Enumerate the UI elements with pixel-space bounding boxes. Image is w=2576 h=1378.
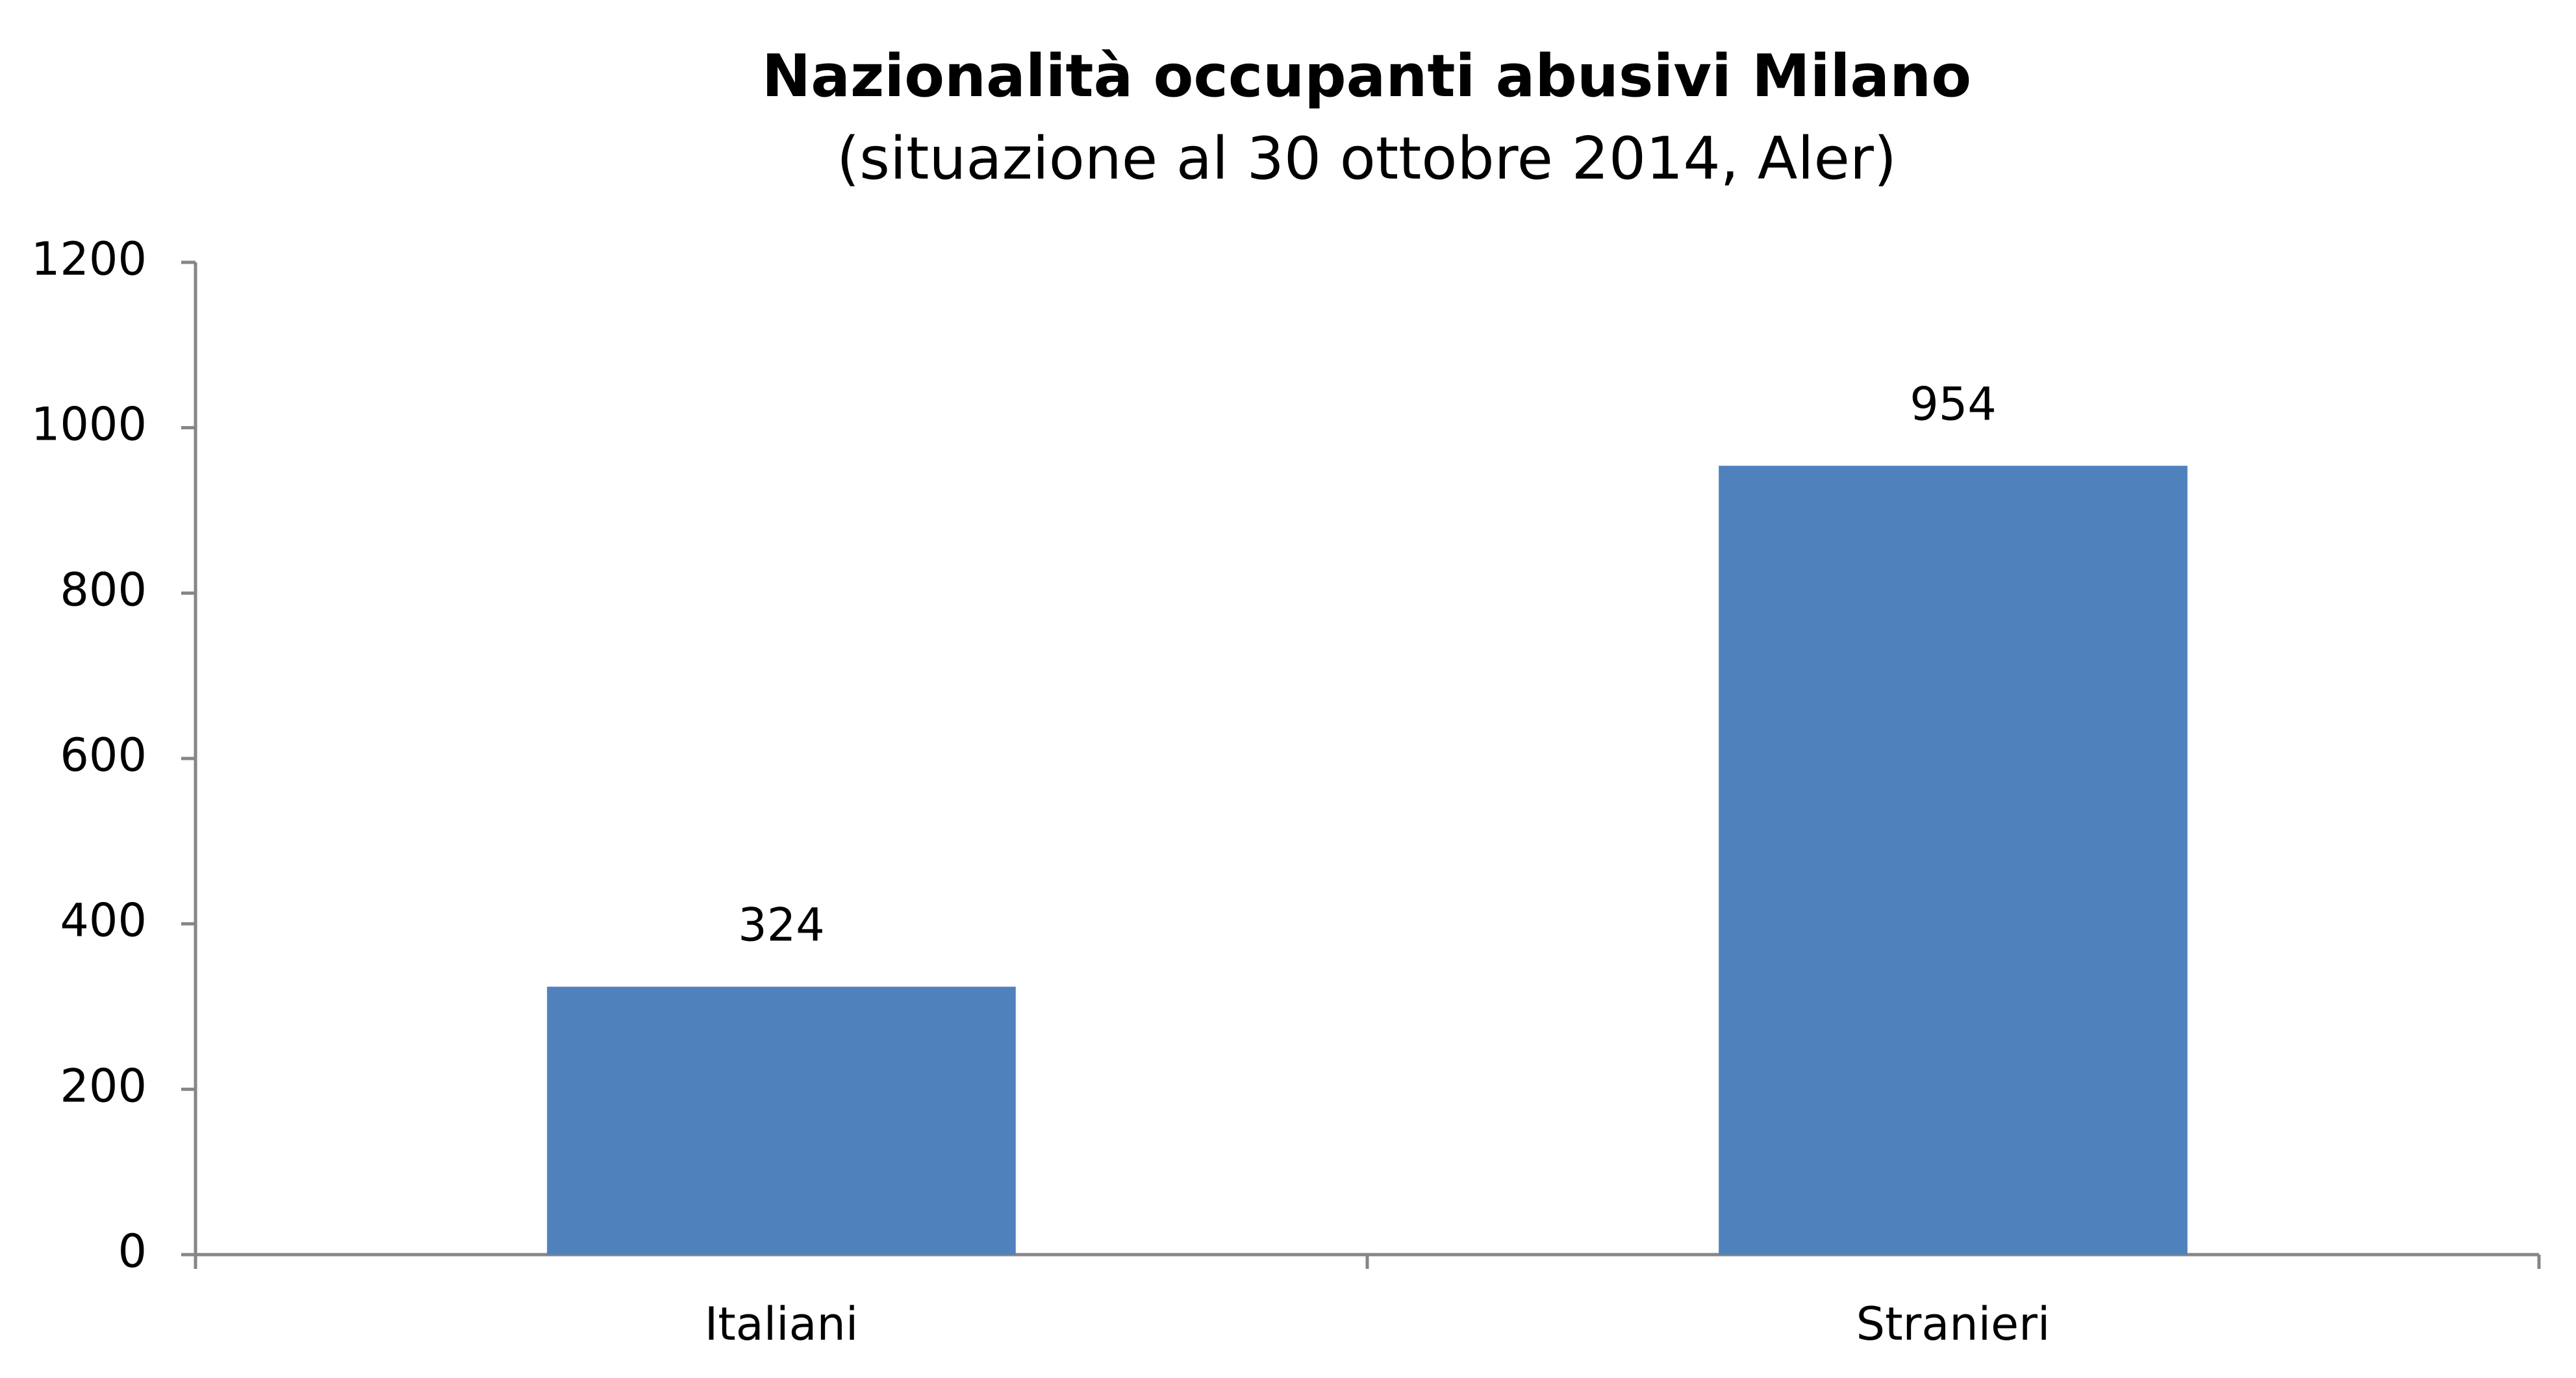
y-tick-label: 1200 (31, 232, 147, 286)
chart-subtitle: (situazione al 30 ottobre 2014, Aler) (837, 125, 1897, 193)
y-tick-label: 400 (60, 894, 147, 947)
chart-title: Nazionalità occupanti abusivi Milano (762, 42, 1971, 110)
y-tick-label: 600 (60, 729, 147, 782)
bar (1719, 466, 2188, 1255)
value-label: 324 (738, 898, 825, 951)
x-tick-label: Italiani (705, 1297, 859, 1351)
y-tick-label: 0 (118, 1225, 147, 1278)
x-tick-label: Stranieri (1856, 1297, 2051, 1351)
y-tick-label: 800 (60, 563, 147, 616)
bar (547, 986, 1016, 1255)
y-tick-label: 200 (60, 1059, 147, 1112)
y-tick-label: 1000 (31, 398, 147, 451)
value-label: 954 (1910, 377, 1997, 431)
